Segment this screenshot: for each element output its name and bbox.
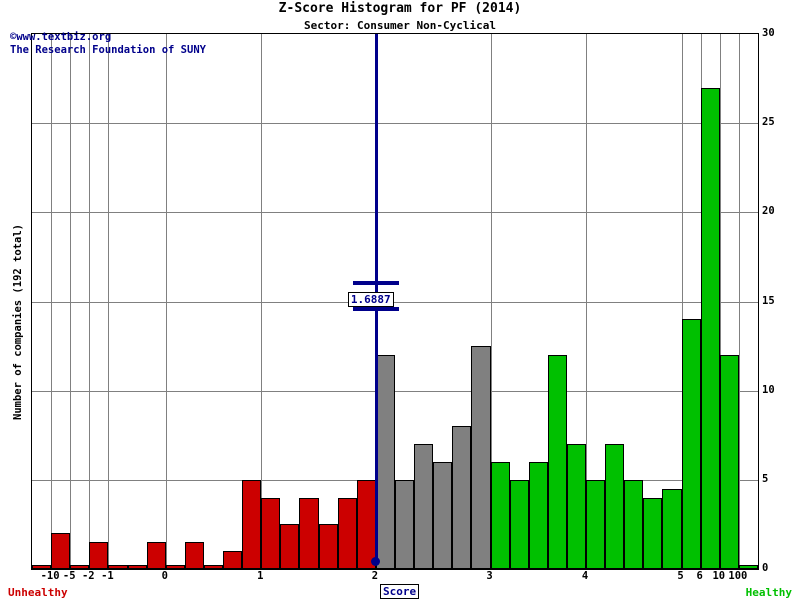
histogram-bar bbox=[375, 355, 395, 569]
histogram-bar bbox=[146, 542, 166, 569]
x-tick-label: 2 bbox=[371, 570, 379, 582]
y-tick-label: 25 bbox=[762, 116, 775, 129]
histogram-bar bbox=[452, 426, 472, 569]
histogram-bar bbox=[395, 479, 415, 569]
x-tick-label: 0 bbox=[161, 570, 168, 582]
histogram-bar bbox=[490, 462, 510, 569]
histogram-bar bbox=[681, 319, 701, 569]
histogram-bar bbox=[643, 497, 663, 569]
marker-value-label: 1.6887 bbox=[347, 292, 394, 308]
gridline-horizontal bbox=[32, 123, 758, 125]
y-tick-label: 5 bbox=[762, 472, 769, 485]
histogram-bar bbox=[624, 479, 644, 569]
x-tick-label: 6 bbox=[696, 570, 703, 582]
x-axis-title: Score bbox=[380, 584, 420, 599]
histogram-bar bbox=[433, 462, 453, 569]
x-tick-label: 100 bbox=[728, 570, 748, 582]
histogram-bar bbox=[261, 497, 281, 569]
y-tick-label: 10 bbox=[762, 383, 775, 396]
y-tick-label: 15 bbox=[762, 294, 775, 307]
chart-subtitle: Sector: Consumer Non-Cyclical bbox=[303, 19, 497, 32]
histogram-bar bbox=[203, 565, 224, 569]
x-tick-label: -5 bbox=[62, 570, 76, 582]
histogram-bar bbox=[605, 444, 625, 569]
gridline-vertical bbox=[261, 34, 263, 569]
histogram-bar bbox=[70, 565, 90, 569]
histogram-bar bbox=[32, 565, 52, 569]
x-tick-label: 4 bbox=[581, 570, 589, 582]
histogram-bar bbox=[280, 524, 300, 569]
histogram-bar bbox=[165, 565, 185, 569]
histogram-bar bbox=[414, 444, 434, 569]
histogram-bar bbox=[566, 444, 587, 569]
histogram-bar bbox=[337, 497, 357, 569]
gridline-vertical bbox=[738, 34, 740, 569]
gridline-vertical bbox=[51, 34, 53, 569]
histogram-bar bbox=[108, 565, 128, 569]
x-tick-label: -1 bbox=[101, 570, 114, 582]
gridline-vertical bbox=[681, 34, 683, 569]
histogram-bar bbox=[700, 87, 720, 569]
gridline-vertical bbox=[490, 34, 492, 569]
plot-area: 1.6887 bbox=[31, 33, 759, 570]
histogram-bar bbox=[184, 542, 204, 569]
y-tick-label: 20 bbox=[762, 205, 775, 218]
x-tick-label: -2 bbox=[81, 570, 95, 582]
copyright-line-1: ©www.textbiz.org bbox=[10, 31, 112, 43]
histogram-bar bbox=[318, 524, 338, 569]
histogram-bar bbox=[51, 533, 71, 569]
histogram-bar bbox=[528, 462, 548, 569]
gridline-vertical bbox=[719, 34, 721, 569]
histogram-bar bbox=[662, 488, 682, 569]
histogram-bar bbox=[127, 565, 147, 569]
histogram-bar bbox=[89, 542, 109, 569]
gridline-vertical bbox=[165, 34, 167, 569]
marker-bracket bbox=[352, 281, 399, 286]
histogram-bar bbox=[299, 497, 319, 569]
histogram-bar bbox=[738, 565, 758, 569]
gridline-horizontal bbox=[32, 301, 758, 303]
x-tick-label: 10 bbox=[712, 570, 726, 582]
gridline-vertical bbox=[89, 34, 91, 569]
x-tick-label: 1 bbox=[257, 570, 264, 582]
y-axis-title: Number of companies (192 total) bbox=[12, 224, 24, 420]
histogram-bar bbox=[719, 355, 739, 569]
x-tick-label: 3 bbox=[486, 570, 493, 582]
histogram-bar bbox=[356, 479, 376, 569]
marker-dot bbox=[371, 557, 381, 566]
x-tick-label: -10 bbox=[40, 570, 60, 582]
marker-bracket bbox=[352, 307, 399, 312]
gridline-horizontal bbox=[32, 212, 758, 214]
histogram-bars bbox=[32, 34, 758, 569]
copyright-line-2: The Research Foundation of SUNY bbox=[10, 44, 206, 56]
legend-unhealthy: Unhealthy bbox=[8, 586, 68, 599]
histogram-bar bbox=[223, 551, 243, 569]
y-tick-label: 30 bbox=[762, 27, 775, 39]
x-tick-label: 5 bbox=[677, 570, 684, 582]
gridline-horizontal bbox=[32, 390, 758, 392]
gridline-vertical bbox=[70, 34, 72, 569]
histogram-bar bbox=[586, 479, 606, 569]
histogram-bar bbox=[547, 355, 567, 569]
gridline-vertical bbox=[108, 34, 110, 569]
histogram-bar bbox=[509, 479, 529, 569]
gridline-vertical bbox=[586, 34, 588, 569]
chart-title: Z-Score Histogram for PF (2014) bbox=[278, 1, 522, 16]
legend-healthy: Healthy bbox=[745, 586, 792, 599]
y-tick-label: 0 bbox=[762, 562, 769, 574]
copyright-notice: ©www.textbiz.org The Research Foundation… bbox=[10, 31, 206, 57]
histogram-bar bbox=[242, 479, 262, 569]
histogram-bar bbox=[471, 346, 491, 569]
